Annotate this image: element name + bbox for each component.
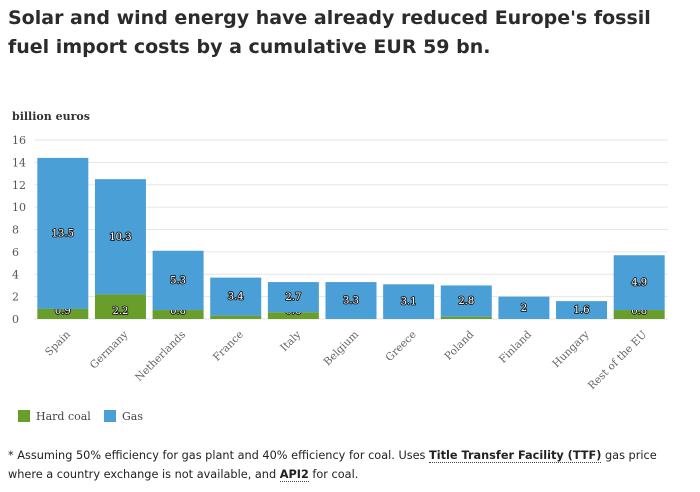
data-label: 2: [521, 303, 527, 314]
y-tick-label: 2: [12, 291, 19, 304]
bar-hard-coal: [267, 312, 319, 319]
data-label: 2.2: [113, 306, 129, 317]
y-axis-label: billion euros: [12, 110, 90, 123]
bar-gas: [37, 157, 89, 309]
footnote-suffix: for coal.: [312, 468, 359, 481]
bar-gas: [152, 250, 204, 311]
bar-hard-coal: [613, 310, 665, 319]
y-tick-label: 16: [12, 134, 26, 147]
y-tick-label: 4: [12, 268, 19, 281]
x-tick-label: France: [211, 329, 246, 364]
x-tick-label: Italy: [278, 329, 303, 354]
footnote-middle: gas price where a country exchange is no…: [8, 449, 657, 481]
data-label: 3.4: [228, 292, 244, 303]
legend-label: Hard coal: [36, 410, 91, 423]
data-label: 2.8: [458, 296, 474, 307]
legend-label: Gas: [122, 410, 143, 423]
bar-gas: [440, 285, 492, 317]
data-label: 3.1: [401, 297, 417, 308]
x-tick-label: Greece: [383, 329, 418, 364]
y-tick-label: 10: [12, 201, 26, 214]
data-label: 3.3: [343, 296, 359, 307]
x-tick-label: Germany: [88, 329, 131, 372]
bar-gas: [556, 301, 608, 319]
bar-hard-coal: [210, 315, 262, 319]
data-label: 2.7: [285, 292, 301, 303]
bar-gas: [94, 179, 146, 295]
x-tick-label: Finland: [497, 328, 534, 365]
bar-gas: [613, 255, 665, 311]
data-label: 1.6: [574, 305, 590, 316]
footnote: * Assuming 50% efficiency for gas plant …: [8, 446, 694, 484]
y-tick-label: 12: [12, 179, 26, 192]
data-label: 4.9: [631, 278, 647, 289]
x-tick-label: Netherlands: [133, 329, 188, 384]
data-label: 10.3: [109, 232, 131, 243]
stacked-bar-chart: billion euros02468101214160.913.5Spain2.…: [12, 110, 668, 423]
x-tick-label: Hungary: [550, 329, 591, 370]
api2-link[interactable]: API2: [279, 468, 309, 482]
ttf-link[interactable]: Title Transfer Facility (TTF): [429, 449, 602, 463]
x-tick-label: Spain: [43, 328, 73, 358]
legend-swatch-hard-coal: [18, 410, 30, 422]
chart-title: Solar and wind energy have already reduc…: [8, 7, 651, 58]
bar-hard-coal: [152, 310, 204, 319]
bar-gas: [267, 282, 319, 313]
bar-gas: [210, 277, 262, 316]
x-tick-label: Rest of the EU: [586, 329, 650, 393]
y-tick-label: 0: [12, 313, 19, 326]
y-tick-label: 6: [12, 246, 19, 259]
bar-gas: [383, 284, 435, 319]
x-tick-label: Belgium: [321, 329, 361, 369]
bar-hard-coal: [94, 294, 146, 319]
data-label: 5.3: [170, 275, 186, 286]
y-tick-label: 14: [12, 156, 26, 169]
bar-hard-coal: [37, 308, 89, 319]
bar-gas: [325, 282, 377, 319]
x-tick-label: Poland: [442, 328, 476, 362]
bar-hard-coal: [440, 316, 492, 319]
y-tick-label: 8: [12, 224, 19, 237]
footnote-prefix: * Assuming 50% efficiency for gas plant …: [8, 449, 426, 462]
bar-gas: [498, 296, 550, 319]
data-label: 13.5: [52, 228, 74, 239]
legend-swatch-gas: [104, 410, 116, 422]
